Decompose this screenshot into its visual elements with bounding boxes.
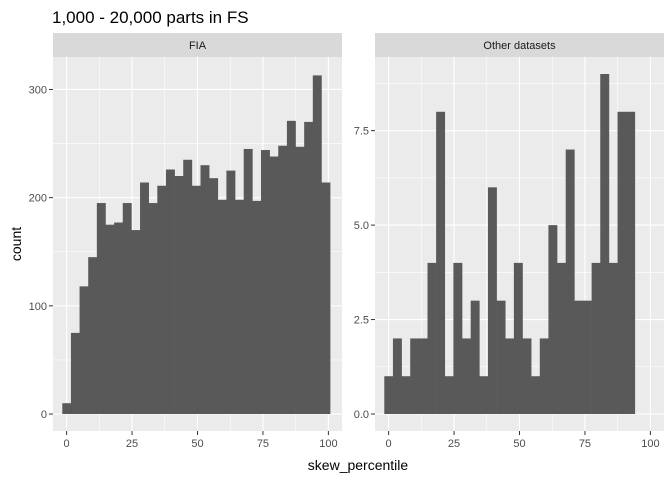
histogram-bar [131,230,141,415]
histogram-bar [582,300,592,414]
histogram-bar [565,149,575,415]
histogram-bar [165,169,175,415]
histogram-bar [557,262,567,414]
histogram-bar [88,257,98,415]
facet-strip [53,33,342,57]
histogram-bar [548,225,558,414]
y-tick-label: 100 [29,301,47,313]
histogram-bar [312,75,322,415]
histogram-bar [243,148,253,415]
x-tick-label: 25 [448,438,460,450]
histogram-bar [574,300,584,414]
histogram-bar [140,182,149,415]
histogram-bar [183,159,193,415]
histogram-bar [79,286,89,415]
y-tick-label: 200 [29,193,47,205]
histogram-bar [591,262,601,414]
histogram-bar [487,187,497,414]
histogram-bar [453,262,463,414]
histogram-bar [295,146,305,415]
histogram-bar [62,403,72,415]
histogram-bar [444,376,454,414]
x-tick-label: 100 [641,438,659,450]
histogram-bar [626,111,636,415]
histogram-bar [401,376,411,414]
x-tick-label: 50 [513,438,525,450]
chart-title: 1,000 - 20,000 parts in FS [52,8,249,27]
histogram-bar [513,262,523,414]
x-axis-title: skew_percentile [308,457,409,473]
histogram-bar [505,338,515,414]
histogram-bar [217,199,227,415]
histogram-bar [105,224,115,415]
histogram-bar [157,185,167,415]
histogram-bar [209,178,219,415]
facet-strip-label: FIA [189,40,207,52]
histogram-bar [522,338,532,414]
y-tick-label: 2.5 [354,315,369,327]
histogram-bar [235,199,245,415]
histogram-bar [114,222,124,415]
y-tick-label: 5.0 [354,220,369,232]
histogram-bar [608,262,618,414]
histogram-bar [539,338,549,414]
histogram-bar [148,203,158,415]
histogram-bar [260,150,270,415]
x-tick-label: 100 [319,438,337,450]
histogram-bar [191,185,201,415]
histogram-bar [436,111,446,415]
histogram-bar [96,203,106,415]
histogram-bar [418,338,428,414]
histogram-bar [278,145,288,415]
x-tick-label: 25 [126,438,138,450]
histogram-bar [617,111,627,415]
facet-strip-label: Other datasets [483,40,556,52]
histogram-bar [479,376,489,414]
histogram-bar [269,156,279,415]
histogram-bar [427,262,437,414]
x-tick-label: 0 [386,438,392,450]
y-tick-label: 300 [29,84,47,96]
histogram-bar [496,300,506,414]
histogram-bar [410,338,420,414]
histogram-bar [531,376,541,414]
x-tick-label: 50 [191,438,203,450]
facet-panel-1: FIA 0 100 200 300 0 25 50 75 100 [29,33,342,450]
histogram-bar [462,338,471,414]
histogram-bar [122,203,132,415]
histogram-bar [200,165,210,415]
facet-panels: FIA 0 100 200 300 0 25 50 75 100 Other datasets 0.0… [29,33,664,450]
y-tick-label: 0 [41,409,47,421]
y-tick-label: 7.5 [354,126,369,138]
histogram-bar [174,176,184,415]
histogram-bar [321,182,331,415]
histogram-bar [226,170,236,415]
histogram-bar [252,200,262,415]
x-tick-label: 75 [257,438,269,450]
x-tick-label: 75 [579,438,591,450]
facet-strip [375,33,664,57]
histogram-bar [286,120,296,415]
histogram-bar [392,338,402,414]
y-axis-title: count [8,227,24,261]
histogram-bar [384,376,394,414]
histogram-bar [470,300,480,414]
histogram-bar [304,121,314,415]
x-tick-label: 0 [64,438,70,450]
histogram-bar [70,332,80,415]
facet-panel-2: Other datasets 0.0 2.5 5.0 7.5 0 25 50 75 100 [354,33,664,450]
histogram-bar [600,74,610,414]
y-tick-label: 0.0 [354,409,369,421]
